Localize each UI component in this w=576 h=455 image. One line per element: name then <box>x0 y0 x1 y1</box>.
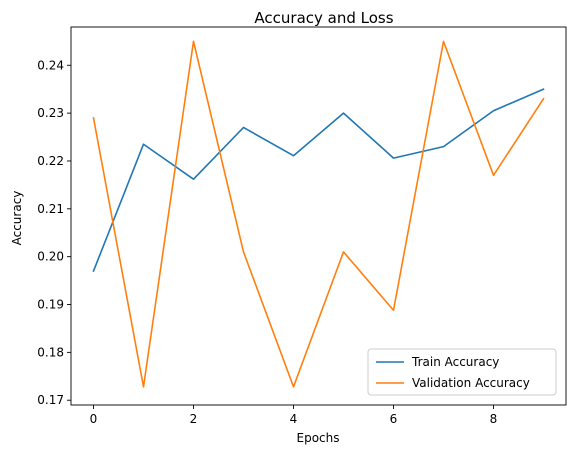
legend-box <box>367 348 557 396</box>
chart-title: Accuracy and Loss <box>254 9 393 27</box>
y-tick-label: 0.23 <box>37 106 64 120</box>
y-tick-label: 0.19 <box>37 298 64 312</box>
y-tick-label: 0.24 <box>37 58 64 72</box>
series-line-train-accuracy <box>92 88 545 273</box>
y-axis-label: Accuracy <box>10 191 24 246</box>
plot-area: 0 2 4 6 8 0.17 0.18 0.19 0.20 0.21 0.22 0.23 0.24 <box>37 26 567 426</box>
y-tick-label: 0.22 <box>37 154 64 168</box>
axes-frame <box>70 26 567 406</box>
x-tick-label: 2 <box>190 412 198 426</box>
y-tick-label: 0.21 <box>37 202 64 216</box>
legend-label: Train Accuracy <box>411 355 499 369</box>
x-tick-label: 0 <box>90 412 98 426</box>
x-tick-label: 6 <box>390 412 398 426</box>
y-tick-label: 0.17 <box>37 393 64 407</box>
series-line-validation-accuracy <box>92 40 545 388</box>
y-tick-label: 0.20 <box>37 250 64 264</box>
x-tick-label: 8 <box>490 412 498 426</box>
y-tick-label: 0.18 <box>37 345 64 359</box>
x-tick-label: 4 <box>290 412 298 426</box>
legend-label: Validation Accuracy <box>412 376 530 390</box>
legend: Train Accuracy Validation Accuracy <box>367 348 557 396</box>
x-axis-label: Epochs <box>297 431 340 445</box>
